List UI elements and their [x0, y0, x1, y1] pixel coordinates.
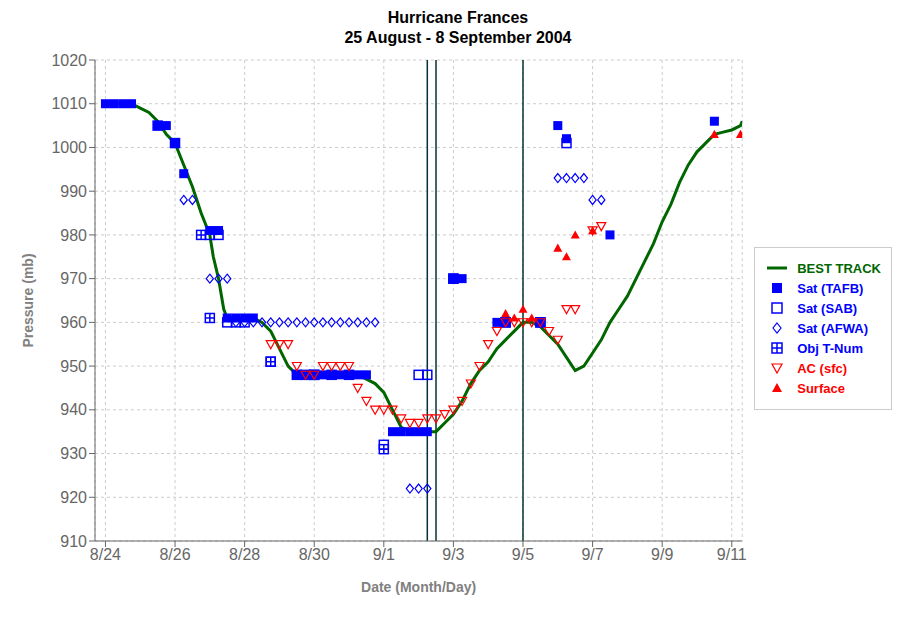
- svg-text:910: 910: [60, 533, 87, 550]
- svg-text:Pressure (mb): Pressure (mb): [20, 253, 36, 347]
- html-text:Obj T-Num: Obj T-Num: [797, 340, 863, 356]
- html-text:Sat (SAB): Sat (SAB): [797, 300, 858, 316]
- html-text:BEST TRACK: BEST TRACK: [797, 260, 881, 276]
- svg-text:8/26: 8/26: [159, 546, 190, 563]
- svg-text:950: 950: [60, 358, 87, 375]
- svg-text:990: 990: [60, 183, 87, 200]
- svg-text:970: 970: [60, 270, 87, 287]
- svg-text:940: 940: [60, 401, 87, 418]
- html-text:Sat (TAFB): Sat (TAFB): [797, 280, 864, 296]
- html-text:Surface: Surface: [797, 380, 845, 396]
- svg-text:9/3: 9/3: [442, 546, 464, 563]
- html-text:25 August - 8 September 2004: 25 August - 8 September 2004: [344, 29, 572, 46]
- svg-text:9/9: 9/9: [651, 546, 673, 563]
- svg-text:9/1: 9/1: [373, 546, 395, 563]
- svg-text:960: 960: [60, 314, 87, 331]
- svg-text:1000: 1000: [51, 139, 87, 156]
- svg-text:930: 930: [60, 445, 87, 462]
- svg-text:980: 980: [60, 227, 87, 244]
- svg-text:8/28: 8/28: [229, 546, 260, 563]
- svg-text:8/24: 8/24: [90, 546, 121, 563]
- svg-text:9/5: 9/5: [512, 546, 534, 563]
- html-text:Sat (AFWA): Sat (AFWA): [797, 320, 868, 336]
- svg-text:8/30: 8/30: [299, 546, 330, 563]
- svg-text:Date (Month/Day): Date (Month/Day): [361, 579, 476, 595]
- html-text:AC (sfc): AC (sfc): [797, 360, 848, 376]
- svg-text:9/11: 9/11: [717, 546, 747, 563]
- svg-text:1020: 1020: [51, 52, 87, 69]
- svg-text:9/7: 9/7: [581, 546, 603, 563]
- html-text:Hurricane Frances: Hurricane Frances: [387, 9, 529, 26]
- svg-text:1010: 1010: [51, 95, 87, 112]
- svg-text:920: 920: [60, 489, 87, 506]
